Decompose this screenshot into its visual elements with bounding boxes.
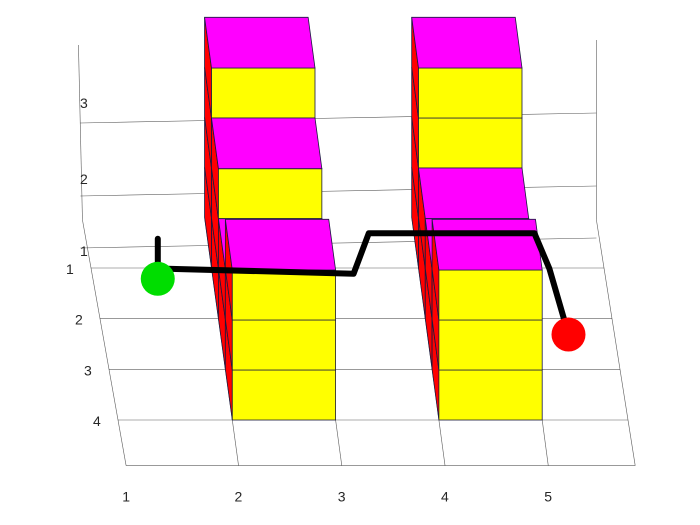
block-top-face	[411, 16, 523, 69]
obstacle-walls	[204, 16, 543, 421]
block-top-face	[204, 16, 316, 69]
goal-marker	[551, 317, 586, 352]
y-tick-label: 3	[84, 362, 92, 378]
back-wall-left-edge	[78, 44, 83, 220]
y-tick-label: 2	[75, 312, 83, 328]
x-tick-label: 1	[122, 489, 130, 505]
block-front-face	[231, 269, 337, 321]
block-front-face	[438, 369, 543, 421]
path-layer	[140, 230, 586, 352]
x-tick-label: 4	[441, 489, 449, 505]
y-tick-label: 4	[93, 413, 101, 429]
tick-labels: 1 2 3 4 5 1 2 3 4 1 2 3	[66, 95, 552, 505]
block-front-face	[218, 168, 323, 220]
wall-left	[204, 16, 337, 421]
axes-grid	[78, 40, 636, 466]
x-tick-label: 5	[544, 489, 552, 505]
y-tick-label: 1	[66, 261, 74, 277]
z-tick-label: 3	[80, 95, 88, 111]
block-front-face	[418, 67, 523, 119]
block-front-face	[438, 269, 543, 321]
x-tick-label: 3	[338, 489, 346, 505]
block-front-face	[231, 319, 337, 371]
floor-right-edge	[596, 219, 636, 466]
wall-right	[411, 16, 543, 421]
floor-left-edge	[82, 219, 127, 466]
x-tick-label: 2	[235, 489, 243, 505]
block-front-face	[231, 369, 337, 421]
block-front-face	[211, 67, 316, 119]
block-top-face	[211, 117, 323, 170]
block-top-face	[418, 167, 530, 220]
block-top-face	[431, 218, 543, 271]
block-top-face	[224, 218, 337, 271]
z-tick-label: 2	[80, 171, 88, 187]
start-marker	[140, 261, 175, 296]
block-front-face	[438, 319, 543, 371]
z-tick-label: 1	[80, 243, 88, 259]
block-front-face	[418, 117, 523, 169]
